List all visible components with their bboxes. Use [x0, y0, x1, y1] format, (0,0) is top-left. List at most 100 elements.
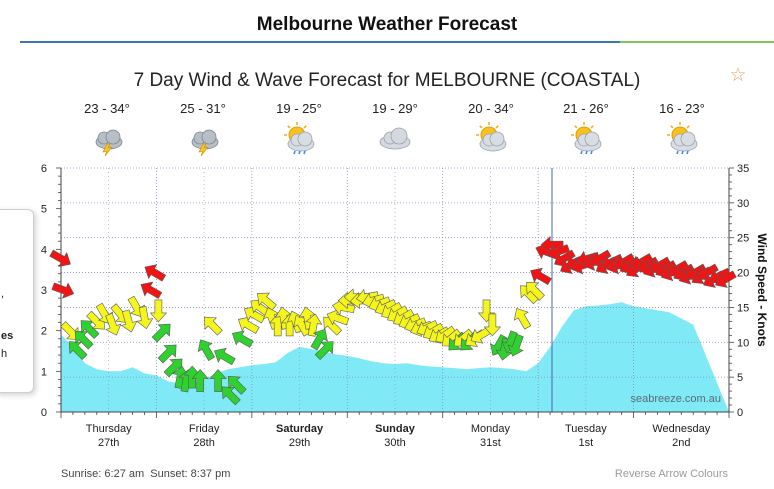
- wind-arrow: [151, 323, 171, 343]
- wind-arrow: [163, 358, 183, 378]
- wind-arrow: [149, 299, 168, 323]
- wind-arrow: [214, 347, 236, 366]
- side-panel-text: ,: [1, 288, 5, 300]
- side-panel-text: h: [1, 348, 8, 360]
- wind-arrow: [60, 321, 79, 340]
- wind-arrow: [332, 298, 356, 316]
- wind-arrow: [144, 264, 167, 282]
- forecast-day: 25 - 31°: [155, 100, 251, 157]
- forecast-temp: 19 - 25°: [276, 101, 322, 116]
- wind-arrow: [483, 313, 502, 337]
- wind-arrow: [314, 341, 334, 360]
- date-label: 30th: [384, 437, 405, 449]
- wind-arrow: [191, 369, 209, 392]
- day-label: Monday: [471, 423, 511, 435]
- forecast-temp: 16 - 23°: [659, 101, 705, 116]
- sun-cloud-rain-icon: [662, 122, 702, 156]
- watermark: seabreeze.com.au: [631, 393, 722, 405]
- storm-icon: [87, 122, 127, 157]
- wind-arrow: [49, 249, 71, 267]
- forecast-day: 16 - 23°: [634, 100, 730, 156]
- sun-cloud-rain-icon: [566, 122, 606, 156]
- sun-cloud-rain-icon: [279, 122, 319, 156]
- title-divider: [20, 41, 620, 43]
- right-axis-label: Wind Speed - Knots: [755, 233, 769, 347]
- right-tick-label: 5: [737, 372, 743, 384]
- day-label: Sunday: [375, 423, 416, 435]
- right-tick-label: 0: [737, 407, 743, 419]
- day-label: Thursday: [86, 423, 132, 435]
- wind-arrow: [74, 330, 94, 350]
- wind-arrow: [530, 267, 552, 286]
- right-tick-label: 10: [737, 337, 749, 349]
- left-tick-label: 4: [41, 244, 47, 256]
- wind-arrow: [136, 306, 154, 330]
- wind-arrow: [257, 292, 277, 311]
- forecast-temp: 23 - 34°: [84, 101, 130, 116]
- date-label: 28th: [193, 437, 214, 449]
- forecast-day: 21 - 26°: [538, 100, 634, 156]
- favourite-star-icon[interactable]: ☆: [729, 65, 747, 86]
- wind-arrow: [243, 306, 266, 324]
- left-tick-label: 2: [41, 326, 47, 338]
- chart-title: 7 Day Wind & Wave Forecast for MELBOURNE…: [133, 70, 641, 91]
- cloud-icon: [375, 122, 415, 156]
- forecast-day: 19 - 25°: [251, 100, 347, 156]
- wave-height-area: [61, 302, 729, 412]
- date-label: 1st: [579, 437, 594, 449]
- wind-arrow: [526, 281, 545, 301]
- wind-arrow: [715, 270, 737, 288]
- wind-arrow: [80, 320, 100, 339]
- wind-arrow: [227, 376, 247, 395]
- wind-arrow: [105, 312, 122, 336]
- day-label: Tuesday: [565, 423, 607, 435]
- wind-arrow: [197, 339, 216, 361]
- wind-arrow: [237, 316, 260, 334]
- forecast-day: 20 - 34°: [443, 100, 539, 156]
- date-label: 31st: [480, 437, 501, 449]
- date-label: 2nd: [672, 437, 690, 449]
- wind-arrow: [326, 309, 350, 326]
- wind-arrow: [204, 316, 223, 336]
- wind-arrow: [513, 307, 532, 330]
- day-label: Saturday: [276, 423, 324, 435]
- wind-arrow: [540, 236, 564, 254]
- reverse-arrow-colours-link[interactable]: Reverse Arrow Colours: [614, 468, 728, 480]
- left-tick-label: 6: [41, 163, 47, 175]
- forecast-day: 19 - 29°: [347, 100, 443, 156]
- forecast-day: 23 - 34°: [59, 100, 155, 157]
- forecast-temp: 19 - 29°: [372, 101, 418, 116]
- left-tick-label: 1: [41, 366, 47, 378]
- wind-arrow: [68, 341, 88, 360]
- sunset-text: Sunset: 8:37 pm: [150, 468, 231, 480]
- right-tick-label: 35: [737, 163, 749, 175]
- left-tick-label: 5: [41, 204, 47, 216]
- day-label: Wednesday: [652, 423, 710, 435]
- date-label: 27th: [98, 437, 119, 449]
- title-divider-accent: [620, 41, 774, 43]
- storm-icon: [183, 122, 223, 157]
- right-tick-label: 20: [737, 268, 749, 280]
- wind-arrow: [231, 330, 254, 348]
- side-panel[interactable]: , es h: [0, 209, 34, 393]
- right-tick-label: 25: [737, 233, 749, 245]
- right-tick-label: 30: [737, 198, 749, 210]
- day-label: Friday: [189, 423, 220, 435]
- wind-arrow: [120, 309, 138, 333]
- wind-arrow: [183, 365, 201, 389]
- wind-arrow: [157, 344, 177, 364]
- forecast-temp: 25 - 31°: [180, 101, 226, 116]
- left-tick-label: 0: [41, 407, 47, 419]
- wind-arrow: [310, 328, 328, 351]
- sunrise-text: Sunrise: 6:27 am: [61, 468, 145, 480]
- sun-cloud-icon: [471, 122, 511, 156]
- date-label: 29th: [289, 437, 310, 449]
- left-tick-label: 3: [41, 285, 47, 297]
- wind-arrow: [51, 282, 75, 299]
- wind-arrow: [507, 333, 524, 357]
- wind-arrow: [140, 281, 163, 299]
- side-panel-text: es: [1, 330, 14, 342]
- page-title: Melbourne Weather Forecast: [256, 14, 518, 35]
- forecast-temp: 21 - 26°: [563, 101, 609, 116]
